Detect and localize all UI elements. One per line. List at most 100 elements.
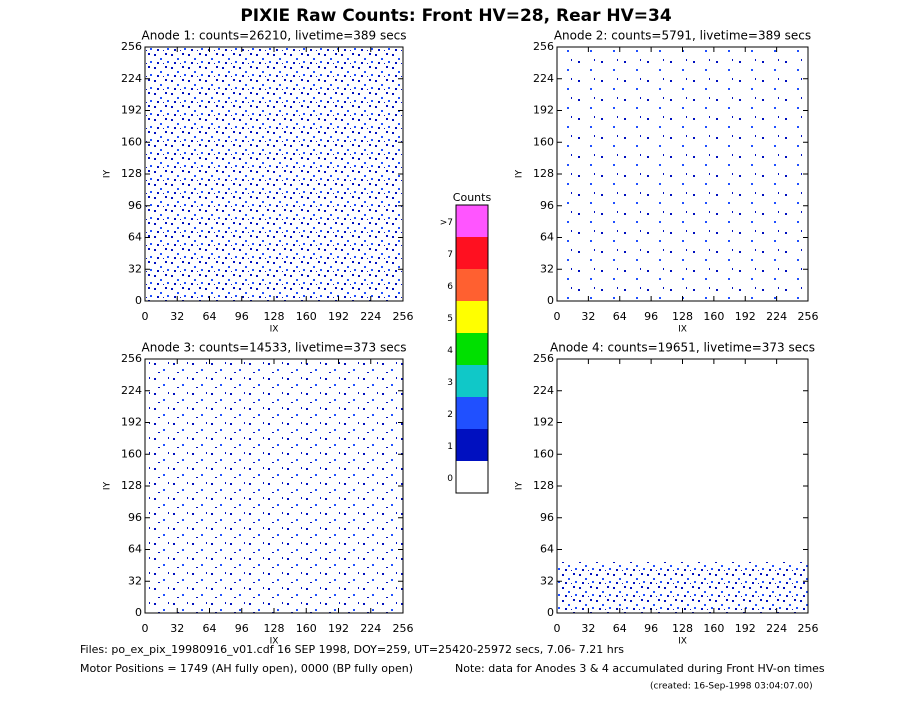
footer-note: Note: data for Anodes 3 & 4 accumulated … <box>455 662 825 675</box>
counts-texture <box>558 562 808 613</box>
x-tick-label: 256 <box>798 622 819 635</box>
y-tick-label: 32 <box>540 262 554 275</box>
y-tick-label: 128 <box>533 479 554 492</box>
colorbar-label: 6 <box>447 282 453 292</box>
y-tick-label: 0 <box>135 294 142 307</box>
footer-motor: Motor Positions = 1749 (AH fully open), … <box>80 662 413 675</box>
x-tick-label: 32 <box>170 310 184 323</box>
x-tick-label: 64 <box>613 310 627 323</box>
x-tick-label: 32 <box>170 622 184 635</box>
counts-texture <box>558 48 808 301</box>
colorbar-label: 7 <box>447 250 453 260</box>
x-tick-label: 32 <box>581 622 595 635</box>
colorbar-label: 4 <box>447 346 453 356</box>
x-axis-label: IX <box>270 637 279 647</box>
y-tick-label: 64 <box>128 231 142 244</box>
x-tick-label: 128 <box>672 310 693 323</box>
x-tick-label: 160 <box>296 310 317 323</box>
x-tick-label: 96 <box>235 310 249 323</box>
y-tick-label: 64 <box>540 543 554 556</box>
y-tick-label: 0 <box>547 606 554 619</box>
x-tick-label: 64 <box>203 622 217 635</box>
y-tick-label: 192 <box>533 104 554 117</box>
x-tick-label: 160 <box>703 622 724 635</box>
y-tick-label: 96 <box>540 199 554 212</box>
y-tick-label: 64 <box>540 231 554 244</box>
x-tick-label: 224 <box>360 310 381 323</box>
x-tick-label: 64 <box>203 310 217 323</box>
x-tick-label: 96 <box>644 310 658 323</box>
y-tick-label: 256 <box>533 352 554 365</box>
y-tick-label: 192 <box>533 416 554 429</box>
y-tick-label: 96 <box>540 511 554 524</box>
panel-title: Anode 4: counts=19651, livetime=373 secs <box>550 341 815 355</box>
y-tick-label: 256 <box>121 352 142 365</box>
x-tick-label: 256 <box>393 622 414 635</box>
colorbar-label: >7 <box>440 218 453 228</box>
x-tick-label: 224 <box>766 310 787 323</box>
x-axis-label: IX <box>678 325 687 335</box>
y-tick-label: 96 <box>128 199 142 212</box>
x-tick-label: 224 <box>766 622 787 635</box>
x-axis-label: IX <box>270 325 279 335</box>
x-tick-label: 160 <box>703 310 724 323</box>
panel-title: Anode 1: counts=26210, livetime=389 secs <box>142 29 407 43</box>
y-tick-label: 192 <box>121 104 142 117</box>
colorbar-cell <box>456 429 488 461</box>
y-tick-label: 128 <box>121 479 142 492</box>
x-tick-label: 128 <box>672 622 693 635</box>
page-title: PIXIE Raw Counts: Front HV=28, Rear HV=3… <box>240 6 672 26</box>
y-tick-label: 96 <box>128 511 142 524</box>
y-tick-label: 224 <box>533 384 554 397</box>
x-tick-label: 0 <box>554 622 561 635</box>
x-tick-label: 96 <box>644 622 658 635</box>
colorbar-label: 1 <box>447 442 453 452</box>
x-tick-label: 192 <box>735 310 756 323</box>
y-axis-label: IY <box>103 481 113 490</box>
x-tick-label: 0 <box>554 310 561 323</box>
colorbar-cell <box>456 397 488 429</box>
y-axis-label: IY <box>515 481 525 490</box>
x-tick-label: 0 <box>142 310 149 323</box>
y-tick-label: 224 <box>533 72 554 85</box>
footer-created: (created: 16-Sep-1998 03:04:07.00) <box>650 682 813 692</box>
colorbar-title: Counts <box>453 191 492 204</box>
footer-files: Files: po_ex_pix_19980916_v01.cdf 16 SEP… <box>80 643 624 656</box>
x-tick-label: 256 <box>393 310 414 323</box>
colorbar-cell <box>456 237 488 269</box>
y-tick-label: 32 <box>128 574 142 587</box>
colorbar-label: 3 <box>447 378 453 388</box>
y-tick-label: 160 <box>533 447 554 460</box>
x-axis-label: IX <box>678 637 687 647</box>
y-tick-label: 32 <box>540 574 554 587</box>
y-tick-label: 224 <box>121 72 142 85</box>
y-tick-label: 160 <box>121 447 142 460</box>
y-tick-label: 256 <box>533 40 554 53</box>
colorbar-cell <box>456 365 488 397</box>
x-tick-label: 224 <box>360 622 381 635</box>
y-tick-label: 160 <box>121 135 142 148</box>
x-tick-label: 192 <box>735 622 756 635</box>
y-tick-label: 224 <box>121 384 142 397</box>
y-axis-label: IY <box>515 169 525 178</box>
x-tick-label: 192 <box>328 310 349 323</box>
y-tick-label: 0 <box>135 606 142 619</box>
y-tick-label: 64 <box>128 543 142 556</box>
x-tick-label: 128 <box>264 310 285 323</box>
x-tick-label: 96 <box>235 622 249 635</box>
x-tick-label: 64 <box>613 622 627 635</box>
y-tick-label: 32 <box>128 262 142 275</box>
colorbar-frame <box>455 204 489 494</box>
panel-title: Anode 2: counts=5791, livetime=389 secs <box>554 29 811 43</box>
y-tick-label: 256 <box>121 40 142 53</box>
colorbar-label: 0 <box>447 474 453 484</box>
y-axis-label: IY <box>103 169 113 178</box>
x-tick-label: 256 <box>798 310 819 323</box>
counts-texture <box>146 48 403 301</box>
x-tick-label: 32 <box>581 310 595 323</box>
x-tick-label: 128 <box>264 622 285 635</box>
colorbar-cell <box>456 461 488 493</box>
y-tick-label: 192 <box>121 416 142 429</box>
colorbar-cell <box>456 333 488 365</box>
